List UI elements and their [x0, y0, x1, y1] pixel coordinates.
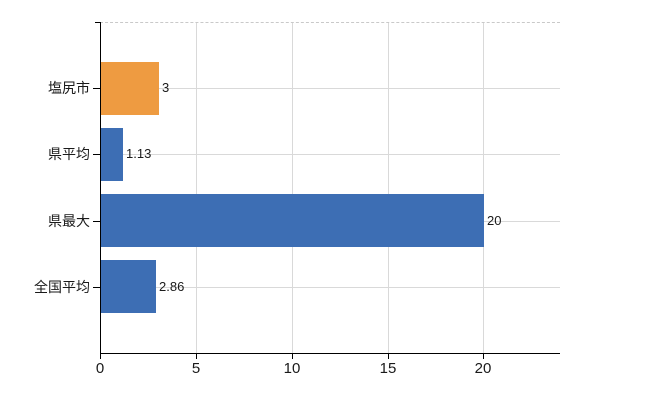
bar [101, 128, 123, 181]
bar [101, 194, 484, 247]
gridline-horizontal [100, 287, 560, 288]
value-label: 1.13 [126, 146, 152, 161]
value-label: 20 [487, 213, 502, 228]
bar [101, 62, 159, 115]
x-tick-label: 0 [95, 360, 105, 377]
x-tick-label: 20 [474, 360, 492, 377]
bar [101, 260, 156, 313]
y-axis-tick [93, 88, 100, 89]
x-tick-label: 10 [283, 360, 301, 377]
x-axis-tick [388, 353, 389, 359]
gridline-vertical [196, 22, 197, 353]
gridline-vertical [483, 22, 484, 353]
gridline-vertical [292, 22, 293, 353]
category-label: 全国平均 [34, 279, 90, 295]
y-axis-tick [93, 221, 100, 222]
value-label: 2.86 [159, 279, 185, 294]
x-axis-tick [483, 353, 484, 359]
y-axis-tick [95, 22, 100, 23]
x-axis-tick [196, 353, 197, 359]
gridline-horizontal [100, 154, 560, 155]
x-tick-label: 5 [191, 360, 201, 377]
gridline-vertical [388, 22, 389, 353]
x-axis-tick [100, 353, 101, 359]
category-label: 県平均 [48, 146, 90, 162]
category-label: 県最大 [48, 213, 90, 229]
y-axis-tick [93, 287, 100, 288]
plot-top-border [100, 22, 560, 23]
y-axis-tick [93, 154, 100, 155]
x-axis-line [100, 353, 560, 354]
x-tick-label: 15 [379, 360, 397, 377]
gridline-horizontal [100, 88, 560, 89]
category-label: 塩尻市 [48, 80, 90, 96]
y-axis-line [100, 22, 101, 354]
x-axis-tick [292, 353, 293, 359]
value-label: 3 [162, 80, 170, 95]
